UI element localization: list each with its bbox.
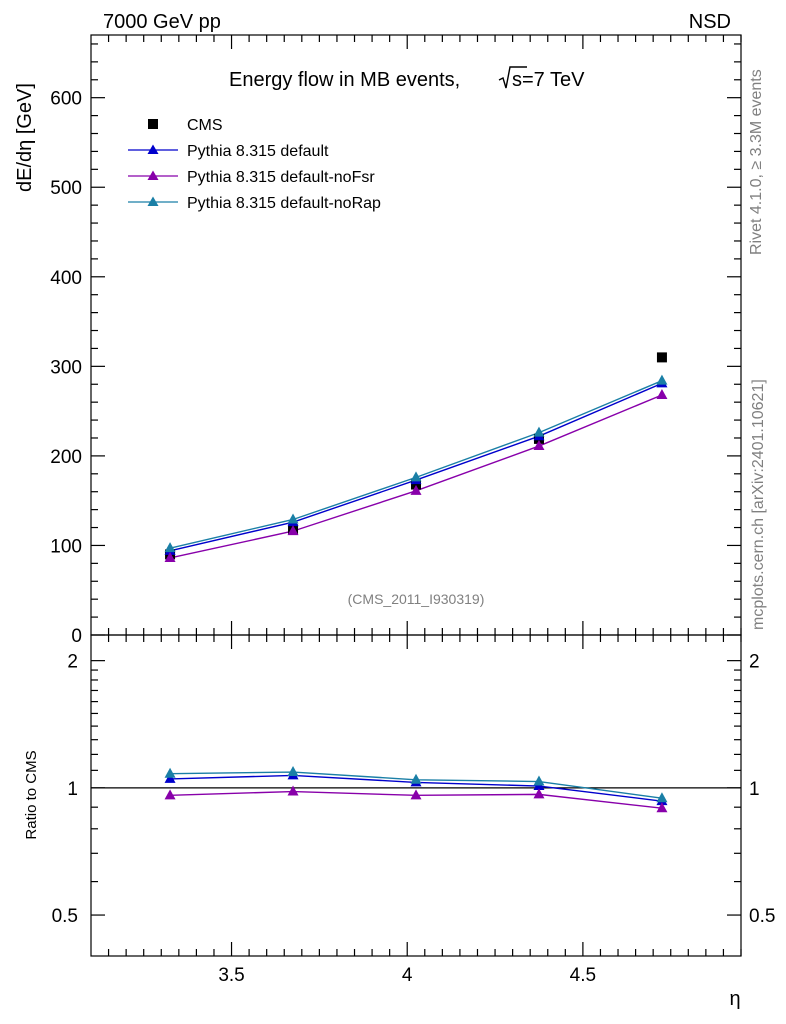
chart-title-energy: s=7 TeV (512, 69, 585, 91)
series-point-1 (656, 389, 668, 399)
series-point-1 (533, 440, 545, 451)
ratio-tick-label-left: 2 (67, 652, 78, 673)
ratio-point-1 (164, 789, 176, 800)
ratio-point-1 (533, 788, 545, 799)
series-point-2 (533, 426, 545, 437)
ratio-point-2 (164, 767, 176, 778)
rivet-label: Rivet 4.1.0, ≥ 3.3M events (748, 69, 765, 255)
legend-label-default: Pythia 8.315 default (187, 143, 329, 160)
ratio-axis-label: Ratio to CMS (23, 750, 40, 839)
x-axis-label: η (729, 988, 740, 1010)
ratio-point-1 (287, 785, 299, 796)
ratio-point-1 (656, 802, 668, 813)
y-tick-label: 400 (50, 268, 82, 289)
x-tick-label: 4 (402, 965, 413, 986)
series-point-1 (410, 484, 422, 495)
sqrt-symbol (498, 66, 527, 89)
y-tick-label: 300 (50, 357, 82, 378)
ratio-tick-label-left: 0.5 (52, 906, 78, 927)
x-tick-label: 4.5 (570, 965, 596, 986)
x-tick-label: 3.5 (218, 965, 244, 986)
main-axis-ticks: 0 100 200 300 400 500 600 (50, 43, 741, 647)
y-tick-label: 100 (50, 536, 82, 557)
y-tick-label: 200 (50, 447, 82, 468)
y-tick-label: 0 (71, 626, 82, 647)
series-point-2 (656, 374, 668, 385)
series-point-2 (410, 471, 422, 482)
ratio-plot-frame (90, 634, 742, 957)
legend-marker-cms (148, 119, 158, 129)
process-label: NSD (689, 11, 731, 33)
legend-marker-norap (147, 196, 159, 206)
ratio-axis-ticks: 0.5 0.5 1 1 2 2 (52, 652, 776, 927)
series-point-1 (164, 551, 176, 562)
legend: CMS Pythia 8.315 default Pythia 8.315 de… (128, 117, 381, 212)
ratio-point-0 (164, 772, 176, 783)
ratio-point-2 (287, 766, 299, 777)
main-plot-series (164, 352, 668, 562)
legend-marker-default (147, 144, 159, 154)
legend-label-cms: CMS (187, 117, 223, 134)
ratio-point-2 (410, 773, 422, 784)
series-point-2 (164, 542, 176, 553)
series-point-1 (287, 525, 299, 536)
y-tick-label: 500 (50, 178, 82, 199)
ratio-plot-series (164, 766, 668, 813)
ratio-point-2 (656, 792, 668, 803)
x-axis-ticks: 3.5 4 4.5 (107, 35, 742, 986)
series-point-2 (287, 513, 299, 524)
chart-title: Energy flow in MB events, (229, 69, 460, 91)
mcplots-label: mcplots.cern.ch [arXiv:2401.10621] (750, 379, 767, 630)
legend-marker-nofsr (147, 170, 159, 180)
legend-label-norap: Pythia 8.315 default-noRap (187, 195, 381, 212)
ratio-tick-label-left: 1 (67, 779, 78, 800)
cms-data-point (411, 479, 421, 490)
series-line-2 (169, 380, 663, 549)
analysis-tag: (CMS_2011_I930319) (348, 591, 485, 607)
y-tick-label: 600 (50, 89, 82, 110)
beam-label: 7000 GeV pp (103, 11, 221, 33)
ratio-tick-label-right: 2 (749, 652, 760, 673)
ratio-point-1 (410, 789, 422, 800)
ratio-tick-label-right: 1 (749, 779, 760, 800)
ratio-tick-label-right: 0.5 (749, 906, 775, 927)
ratio-point-2 (533, 775, 545, 786)
legend-label-nofsr: Pythia 8.315 default-noFsr (187, 169, 375, 186)
y-axis-label: dE/dη [GeV] (14, 83, 36, 192)
series-line-0 (169, 382, 663, 552)
cms-data-point (656, 352, 667, 363)
